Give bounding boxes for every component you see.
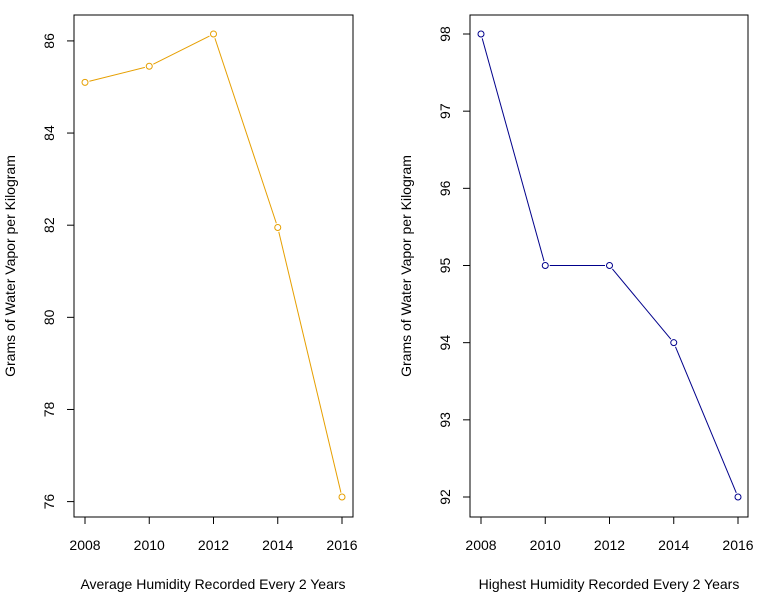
left-y-tick-label: 84 (41, 125, 57, 141)
right-y-tick-label: 98 (437, 26, 453, 42)
left-x-tick-label: 2008 (69, 537, 100, 553)
left-plot-frame (73, 14, 354, 518)
left-x-tick-label: 2012 (198, 537, 229, 553)
right-y-tick-label: 92 (437, 489, 453, 505)
right-x-tick-label: 2012 (594, 537, 625, 553)
right-y-tick-label: 93 (437, 412, 453, 428)
right-y-tick-label: 94 (437, 335, 453, 351)
right-x-tick-label: 2014 (658, 537, 689, 553)
left-y-tick-label: 76 (41, 494, 57, 510)
right-plot-frame (469, 14, 749, 518)
right-x-tick-label: 2010 (530, 537, 561, 553)
right-x-axis-label: Highest Humidity Recorded Every 2 Years (479, 576, 740, 592)
left-data-point (338, 493, 346, 501)
left-data-point (81, 78, 89, 86)
left-x-axis-label: Average Humidity Recorded Every 2 Years (80, 576, 345, 592)
right-data-point (541, 262, 549, 269)
left-chart-panel: Average Humidity Recorded Every 2 Years … (2, 14, 358, 592)
left-x-tick-label: 2014 (262, 537, 293, 553)
right-y-tick-label: 97 (437, 103, 453, 119)
left-y-tick-label: 82 (41, 217, 57, 233)
right-chart-panel: Highest Humidity Recorded Every 2 Years … (398, 14, 754, 592)
right-data-point (670, 339, 678, 347)
left-series-line-segment (153, 35, 210, 65)
right-series-line-segment (481, 38, 545, 262)
left-data-point (274, 223, 282, 231)
right-data-point (606, 262, 613, 269)
right-y-tick-label: 95 (437, 258, 453, 274)
left-y-tick-label: 86 (41, 33, 57, 49)
left-series-line-segment (89, 66, 146, 82)
right-series-line-segment (675, 346, 737, 494)
right-y-tick-label: 96 (437, 180, 453, 196)
right-x-tick-label: 2008 (465, 537, 496, 553)
left-data-point (145, 62, 153, 70)
right-data-point (477, 30, 485, 38)
right-y-axis-label: Grams of Water Vapor per Kilogram (398, 155, 414, 377)
right-series-line-segment (611, 268, 672, 340)
left-series-line-segment (214, 38, 277, 224)
left-series-line-segment (278, 231, 342, 493)
right-x-tick-label: 2016 (722, 537, 753, 553)
left-x-tick-label: 2016 (326, 537, 357, 553)
left-data-point (210, 30, 217, 38)
right-data-point (734, 493, 742, 501)
left-x-tick-label: 2010 (134, 537, 165, 553)
left-y-tick-label: 80 (41, 309, 57, 325)
left-y-tick-label: 78 (41, 401, 57, 417)
left-y-axis-label: Grams of Water Vapor per Kilogram (2, 155, 18, 377)
